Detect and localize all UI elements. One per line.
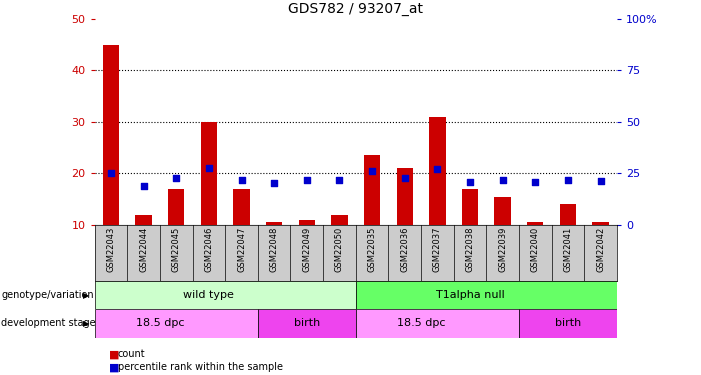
Point: [595, 178, 606, 184]
Text: birth: birth: [554, 318, 581, 328]
Bar: [592, 222, 608, 225]
Text: GSM22048: GSM22048: [270, 226, 279, 272]
Point: [562, 177, 573, 183]
Text: GSM22039: GSM22039: [498, 226, 507, 272]
Bar: [168, 189, 184, 225]
Bar: [266, 222, 283, 225]
Text: 18.5 dpc: 18.5 dpc: [136, 318, 184, 328]
Bar: [103, 45, 119, 225]
Bar: [355, 309, 519, 338]
Text: ▶: ▶: [83, 319, 90, 328]
Text: ■: ■: [109, 363, 119, 372]
Text: birth: birth: [294, 318, 320, 328]
Bar: [233, 189, 250, 225]
Text: GSM22050: GSM22050: [335, 226, 344, 272]
Text: GSM22047: GSM22047: [237, 226, 246, 272]
Text: GSM22045: GSM22045: [172, 226, 181, 272]
Text: T1alpha null: T1alpha null: [435, 290, 505, 300]
Bar: [95, 309, 258, 338]
Bar: [494, 196, 511, 225]
Text: GSM22035: GSM22035: [367, 226, 376, 272]
Bar: [527, 222, 543, 225]
Text: count: count: [118, 350, 145, 359]
Text: 18.5 dpc: 18.5 dpc: [397, 318, 445, 328]
Text: percentile rank within the sample: percentile rank within the sample: [118, 363, 283, 372]
Bar: [299, 220, 315, 225]
Text: GSM22046: GSM22046: [205, 226, 213, 272]
Bar: [355, 281, 617, 309]
Text: GSM22036: GSM22036: [400, 226, 409, 272]
Point: [138, 183, 149, 189]
Bar: [429, 117, 446, 225]
Bar: [135, 214, 151, 225]
Text: GSM22042: GSM22042: [596, 226, 605, 272]
Point: [203, 165, 215, 171]
Point: [399, 175, 410, 181]
Point: [236, 177, 247, 183]
Title: GDS782 / 93207_at: GDS782 / 93207_at: [288, 2, 423, 16]
Text: wild type: wild type: [184, 290, 234, 300]
Bar: [200, 122, 217, 225]
Point: [268, 180, 280, 186]
Bar: [397, 168, 413, 225]
Point: [301, 177, 313, 183]
Point: [105, 170, 116, 177]
Point: [432, 166, 443, 172]
Text: GSM22041: GSM22041: [564, 226, 573, 272]
Bar: [519, 309, 617, 338]
Text: GSM22044: GSM22044: [139, 226, 148, 272]
Bar: [560, 204, 576, 225]
Text: GSM22038: GSM22038: [465, 226, 475, 272]
Bar: [258, 309, 356, 338]
Point: [334, 177, 345, 183]
Text: ■: ■: [109, 350, 119, 359]
Bar: [95, 281, 355, 309]
Bar: [364, 155, 380, 225]
Text: development stage: development stage: [1, 318, 96, 328]
Bar: [462, 189, 478, 225]
Point: [170, 175, 182, 181]
Point: [530, 179, 541, 185]
Text: GSM22043: GSM22043: [107, 226, 116, 272]
Text: GSM22049: GSM22049: [302, 226, 311, 272]
Text: ▶: ▶: [83, 291, 90, 300]
Text: GSM22040: GSM22040: [531, 226, 540, 272]
Text: genotype/variation: genotype/variation: [1, 290, 94, 300]
Point: [464, 179, 475, 185]
Point: [497, 177, 508, 183]
Point: [367, 168, 378, 174]
Bar: [332, 214, 348, 225]
Text: GSM22037: GSM22037: [433, 226, 442, 272]
